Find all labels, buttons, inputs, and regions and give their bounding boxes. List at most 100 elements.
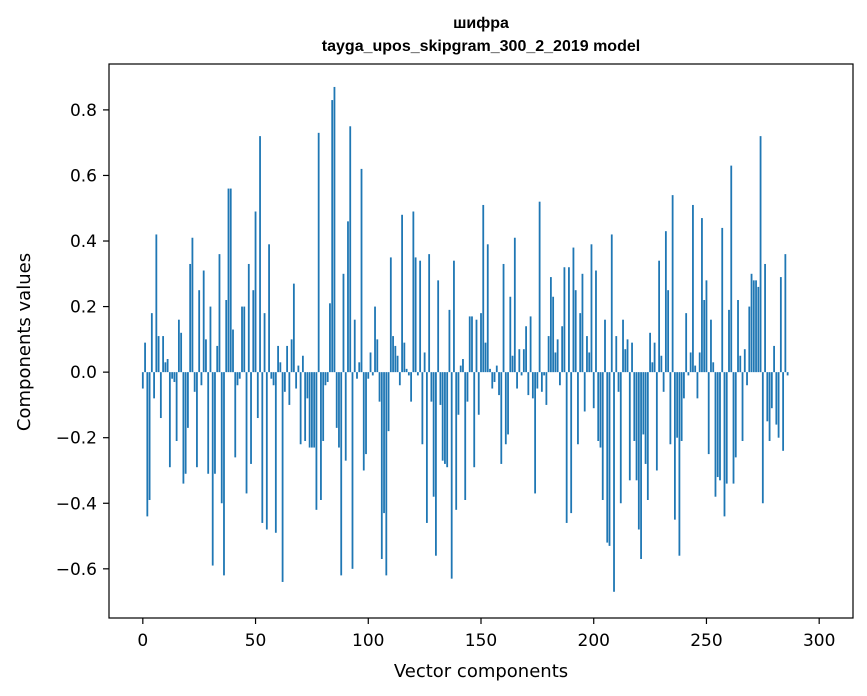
bar <box>245 372 248 494</box>
bar <box>430 372 433 402</box>
bar <box>577 372 579 445</box>
bar <box>232 329 234 373</box>
bar <box>743 349 746 373</box>
bar <box>322 372 325 441</box>
bar <box>507 372 509 435</box>
bar <box>752 280 755 373</box>
y-axis-ticks: −0.6 −0.4 −0.2 0.0 0.2 0.4 0.6 0.8 <box>56 101 109 580</box>
bar <box>525 326 527 373</box>
bar <box>777 372 780 438</box>
bar <box>329 303 331 373</box>
bar <box>687 372 690 376</box>
bar <box>171 372 174 379</box>
bar <box>405 368 408 373</box>
bar <box>538 201 541 373</box>
bar <box>703 300 706 373</box>
bar <box>207 372 210 474</box>
bar <box>599 372 602 448</box>
bar <box>166 359 169 373</box>
x-tick-label: 200 <box>578 631 610 651</box>
bar <box>601 372 604 500</box>
bar <box>748 306 751 373</box>
bar <box>435 372 437 556</box>
bar <box>779 277 782 373</box>
bar <box>547 336 550 373</box>
bar <box>283 372 286 392</box>
bar <box>340 372 343 576</box>
bar <box>315 372 318 510</box>
bar <box>574 290 577 373</box>
bar <box>739 355 742 373</box>
bar <box>173 372 176 382</box>
bar <box>157 336 160 373</box>
bar <box>180 332 183 373</box>
bar <box>716 372 719 478</box>
bar <box>308 372 311 448</box>
bar <box>477 372 480 415</box>
bar <box>349 126 352 373</box>
bar <box>633 372 636 441</box>
bar <box>480 313 482 373</box>
bar <box>367 372 370 379</box>
bar <box>468 316 471 373</box>
y-tick-label: −0.2 <box>56 429 97 449</box>
bar <box>563 267 566 373</box>
bar <box>653 342 656 373</box>
bar <box>241 306 243 373</box>
bar <box>725 372 728 484</box>
y-tick-label: 0.4 <box>70 232 97 252</box>
bar <box>504 372 507 445</box>
bar <box>306 372 309 399</box>
bar <box>561 326 564 373</box>
bar <box>728 309 730 373</box>
bar <box>455 372 458 510</box>
bar <box>628 372 631 481</box>
bar <box>604 319 606 373</box>
bar <box>168 372 171 468</box>
bar <box>484 342 487 373</box>
bar <box>286 345 289 373</box>
bar <box>721 227 724 373</box>
bar <box>423 352 426 373</box>
bar <box>667 290 670 373</box>
bar <box>290 339 293 373</box>
bar <box>719 372 721 481</box>
chart-title-line1: шифра <box>453 15 509 32</box>
bar <box>759 136 762 373</box>
bar <box>554 352 557 373</box>
bar <box>196 372 198 468</box>
bar <box>516 372 518 389</box>
bar <box>182 372 185 484</box>
bar <box>545 372 548 405</box>
bar <box>155 234 158 373</box>
bar <box>613 372 615 592</box>
bar <box>347 221 349 373</box>
bar <box>189 263 192 373</box>
bar <box>342 273 345 373</box>
bar <box>482 204 485 373</box>
bar <box>734 372 737 458</box>
bar <box>676 372 679 438</box>
bar <box>270 372 273 379</box>
bar <box>407 372 410 376</box>
bar <box>421 372 424 445</box>
bar <box>671 195 674 373</box>
bar <box>274 372 277 533</box>
bar <box>320 372 322 500</box>
bar <box>371 372 374 376</box>
bar <box>462 359 464 373</box>
bar <box>491 372 494 389</box>
bar <box>730 165 733 373</box>
bar <box>592 372 595 409</box>
bar <box>586 336 588 373</box>
bar <box>646 372 649 500</box>
bar <box>642 372 645 435</box>
bar <box>559 372 561 386</box>
x-axis-ticks: 0 50 100 150 200 250 300 <box>137 618 835 651</box>
y-tick-label: 0.6 <box>70 166 97 186</box>
bar <box>247 263 250 373</box>
bar <box>543 372 546 376</box>
x-tick-label: 0 <box>137 631 148 651</box>
bar <box>416 372 419 376</box>
bar <box>664 231 667 373</box>
